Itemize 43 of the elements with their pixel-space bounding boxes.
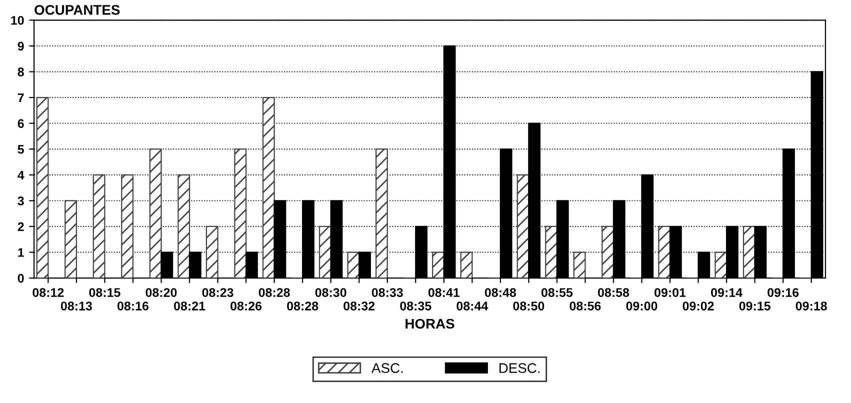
x-tick-label: 09:02 — [682, 302, 714, 310]
chart-title: OCUPANTES — [34, 4, 120, 15]
x-tick-label: 08:56 — [570, 302, 601, 310]
legend-label: DESC. — [499, 363, 540, 373]
x-tick-label: 08:28 — [287, 302, 318, 310]
x-tick-label: 08:50 — [513, 302, 544, 310]
x-tick-label: 08:55 — [541, 288, 573, 297]
x-tick-label: 08:23 — [202, 288, 234, 297]
y-tick-label: 3 — [18, 196, 24, 206]
y-tick-label: 1 — [18, 248, 24, 257]
x-tick-label: 09:16 — [768, 288, 799, 297]
x-tick-label: 08:44 — [456, 302, 488, 310]
x-tick-label: 09:00 — [626, 302, 658, 310]
x-tick-label: 08:32 — [344, 302, 375, 310]
x-tick-label: 09:18 — [796, 302, 827, 310]
x-tick-label: 08:16 — [117, 302, 149, 310]
x-tick-label: 08:30 — [315, 288, 346, 297]
x-tick-label: 08:35 — [400, 302, 432, 310]
y-tick-label: 8 — [18, 68, 24, 76]
legend-label: ASC. — [372, 363, 403, 373]
x-axis-title: HORAS — [406, 318, 454, 329]
x-tick-label: 08:33 — [372, 288, 403, 297]
y-tick-label: 0 — [18, 274, 24, 283]
x-tick-label: 09:01 — [654, 288, 686, 297]
x-tick-label: 08:41 — [428, 288, 460, 297]
y-tick-label: 5 — [18, 145, 24, 154]
x-tick-label: 08:48 — [484, 288, 516, 297]
x-tick-label: 09:15 — [739, 302, 770, 310]
y-tick-label: 7 — [18, 93, 24, 102]
y-tick-label: 9 — [18, 42, 24, 51]
x-tick-label: 08:28 — [258, 288, 290, 297]
x-tick-label: 08:26 — [230, 302, 262, 310]
y-tick-label: 6 — [18, 119, 24, 128]
x-tick-label: 08:20 — [146, 288, 177, 297]
x-tick-label: 08:12 — [32, 288, 64, 297]
x-tick-label: 08:21 — [174, 302, 206, 310]
x-tick-label: 08:13 — [60, 302, 92, 310]
y-tick-label: 2 — [18, 222, 24, 232]
y-tick-label: 4 — [18, 170, 24, 180]
y-tick-label: 10 — [11, 16, 24, 25]
x-tick-label: 09:14 — [711, 288, 742, 297]
x-tick-label: 08:15 — [89, 288, 120, 297]
x-tick-label: 08:58 — [598, 288, 630, 297]
